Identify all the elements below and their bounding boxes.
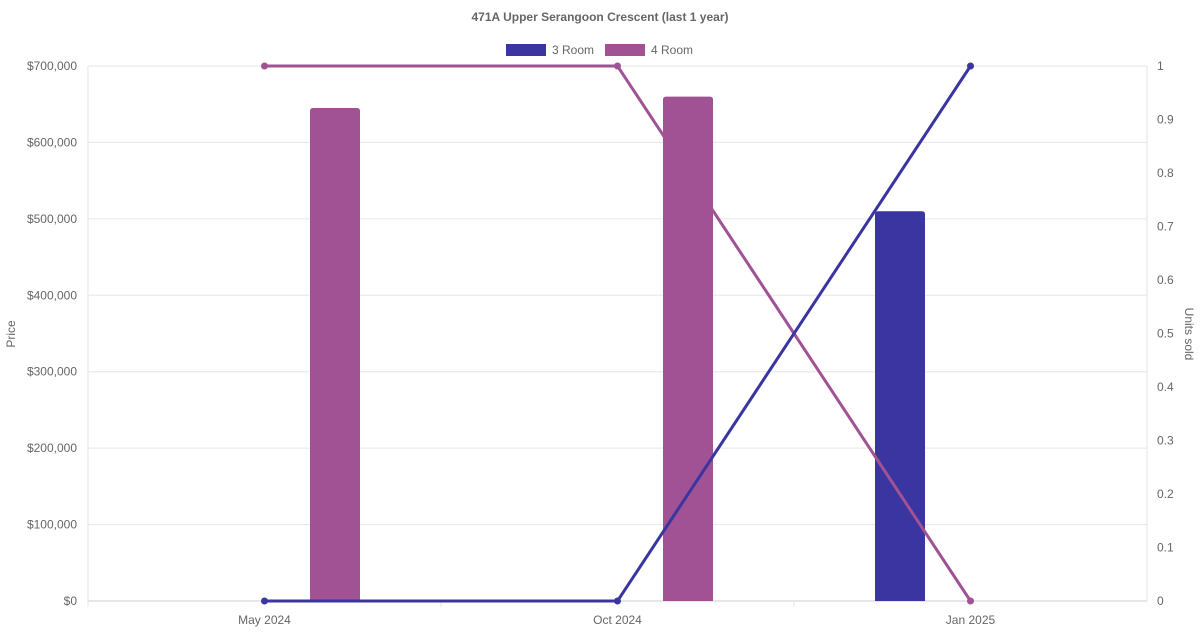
bar [310,108,360,602]
y-tick-label: $400,000 [27,288,77,302]
x-tick-label: May 2024 [238,613,291,627]
line-point [261,597,268,605]
series-line [264,65,972,603]
line-point [614,597,621,605]
y2-tick-label: 0.8 [1157,166,1174,180]
y2-tick-label: 0.4 [1157,380,1174,394]
x-tick-label: Jan 2025 [946,613,996,627]
line-point [967,597,974,605]
y-axis-label: Price [4,320,18,348]
bar [875,211,925,601]
y2-tick-label: 0.3 [1157,434,1174,448]
line-point [967,62,974,70]
chart-title: 471A Upper Serangoon Crescent (last 1 ye… [472,10,729,24]
y2-axis-label: Units sold [1182,308,1196,361]
x-tick-label: Oct 2024 [593,613,642,627]
legend: 3 Room 4 Room [506,43,693,57]
y-tick-label: $300,000 [27,365,77,379]
y-tick-label: $700,000 [27,59,77,73]
y2-tick-label: 0.5 [1157,327,1174,341]
lines [261,62,974,605]
y2-tick-label: 0.7 [1157,220,1174,234]
grid: $0 $100,000 $200,000 $300,000 $400,000 $500,0… [27,59,1174,627]
y2-tick-label: 0.1 [1157,541,1174,555]
bars [310,96,925,602]
y2-tick-label: 1 [1157,59,1164,73]
line-point [614,62,621,70]
y-tick-label: $200,000 [27,441,77,455]
legend-swatch [605,44,645,56]
y2-tick-label: 0.6 [1157,273,1174,287]
y2-tick-label: 0.2 [1157,487,1174,501]
y-tick-label: $600,000 [27,135,77,149]
legend-label: 3 Room [552,43,594,57]
legend-label: 4 Room [651,43,693,57]
series-line [264,64,972,602]
y-tick-label: $500,000 [27,212,77,226]
y-tick-label: $0 [64,594,78,608]
line-point [261,62,268,70]
y-tick-label: $100,000 [27,518,77,532]
y2-tick-label: 0 [1157,594,1164,608]
y2-tick-label: 0.9 [1157,113,1174,127]
legend-swatch [506,44,546,56]
